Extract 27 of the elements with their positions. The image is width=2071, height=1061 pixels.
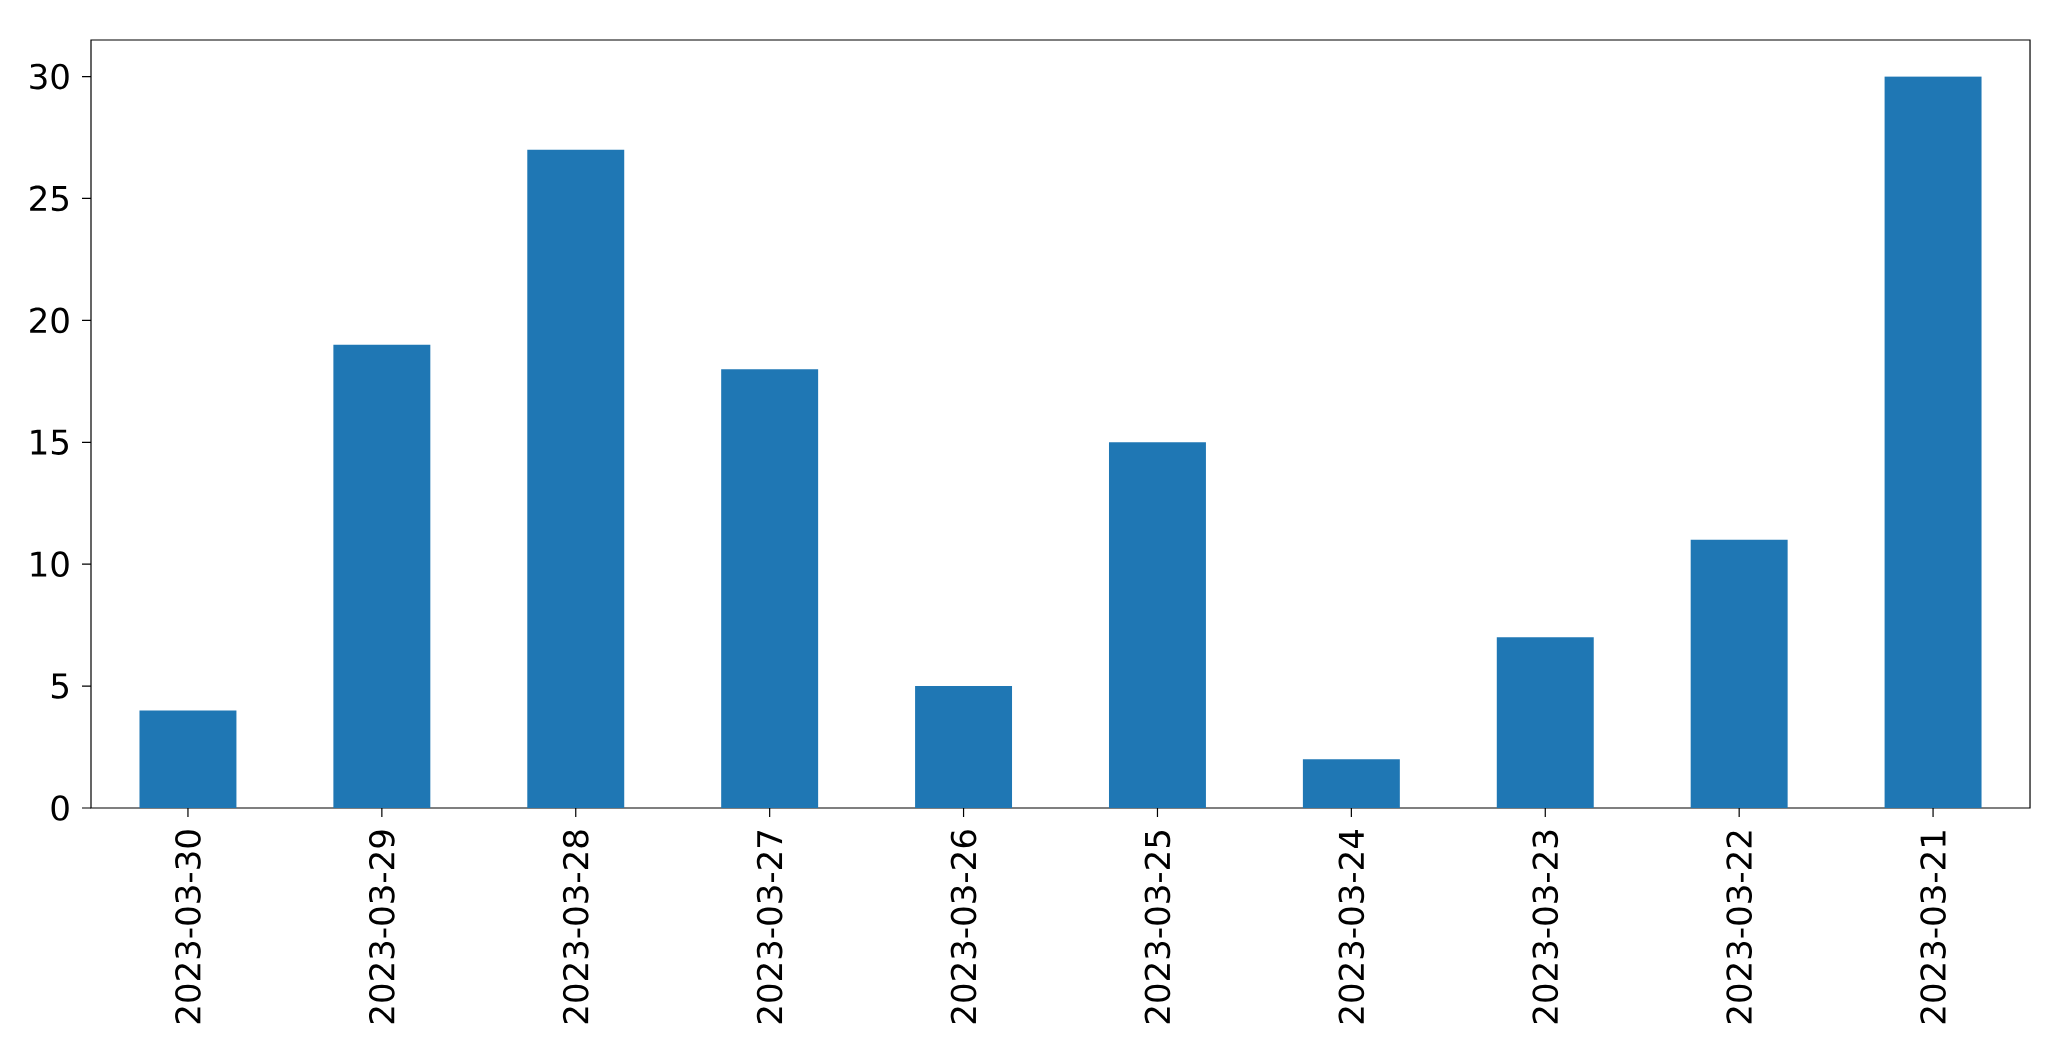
x-tick-label: 2023-03-29: [368, 830, 395, 1024]
x-tick-label: 2023-03-28: [562, 830, 589, 1024]
x-tick-label: 2023-03-25: [1144, 831, 1171, 1024]
x-tick-label: 2023-03-30: [175, 830, 201, 1024]
bar: [721, 369, 819, 808]
x-tick-label: 2023-03-27: [756, 831, 783, 1024]
y-tick-label: 10: [31, 551, 69, 578]
y-tick-label: 25: [30, 185, 68, 212]
y-tick-label: 30: [30, 63, 69, 90]
x-tick-label: 2023-03-23: [1532, 830, 1559, 1024]
y-tick-label: 5: [51, 673, 68, 699]
y-tick-label: 0: [51, 795, 69, 821]
bar: [915, 686, 1013, 808]
bar: [1108, 442, 1206, 808]
x-tick-label: 2023-03-22: [1726, 831, 1753, 1024]
bar: [1690, 539, 1788, 808]
y-tick-label: 15: [31, 429, 68, 455]
bar: [139, 710, 237, 808]
bar: [1884, 76, 1982, 808]
bar: [1496, 637, 1594, 808]
y-tick-label: 20: [30, 307, 69, 334]
x-tick-label: 2023-03-26: [950, 830, 977, 1024]
bar: [527, 149, 625, 808]
bar: [333, 344, 431, 808]
bar: [1302, 759, 1400, 808]
x-tick-label: 2023-03-21: [1920, 831, 1946, 1024]
x-tick-label: 2023-03-24: [1338, 830, 1365, 1024]
